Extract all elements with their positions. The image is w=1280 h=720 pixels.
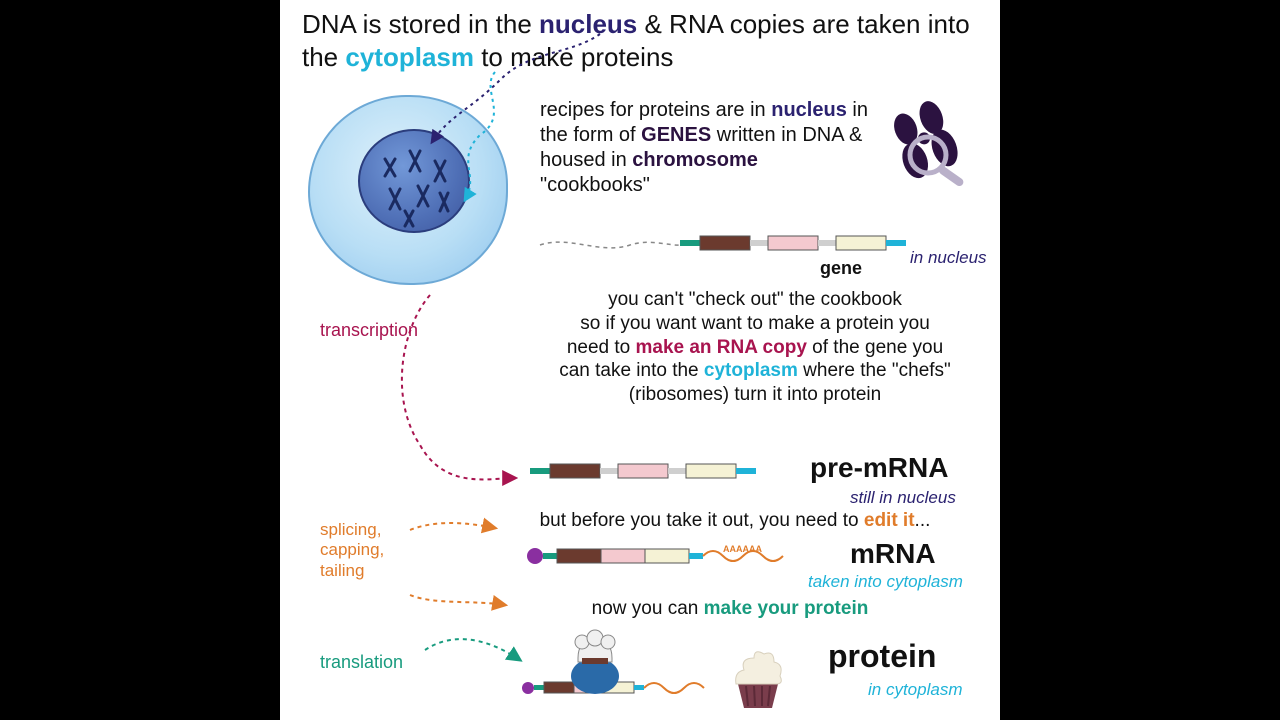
gene-bar-icon [680, 230, 940, 260]
mrna-label: mRNA [850, 538, 936, 570]
premrna-label: pre-mRNA [810, 452, 948, 484]
protein-label: protein [828, 638, 936, 675]
chromosome-magnify-icon [880, 100, 980, 190]
protein-loc: in cytoplasm [868, 680, 962, 700]
polya-tail: AAAAAA [723, 544, 762, 554]
para-checkout: you can't "check out" the cookbook so if… [540, 288, 970, 407]
mrna-bar-icon: AAAAAA [525, 540, 825, 580]
step-transcription: transcription [320, 320, 418, 341]
step-splicing: splicing, capping, tailing [320, 520, 384, 581]
gene-loc: in nucleus [910, 248, 987, 268]
premrna-loc: still in nucleus [850, 488, 956, 508]
ribosome-chef-icon [520, 628, 800, 714]
make-protein-line: now you can make your protein [550, 598, 910, 620]
para-recipes: recipes for proteins are in nucleus in t… [540, 98, 870, 198]
premrna-bar-icon [530, 458, 790, 488]
gene-label: gene [820, 258, 862, 279]
edit-line: but before you take it out, you need to … [505, 510, 965, 532]
infographic-canvas: DNA is stored in the nucleus & RNA copie… [280, 0, 1000, 720]
mrna-loc: taken into cytoplasm [808, 572, 963, 592]
step-translation: translation [320, 652, 403, 673]
